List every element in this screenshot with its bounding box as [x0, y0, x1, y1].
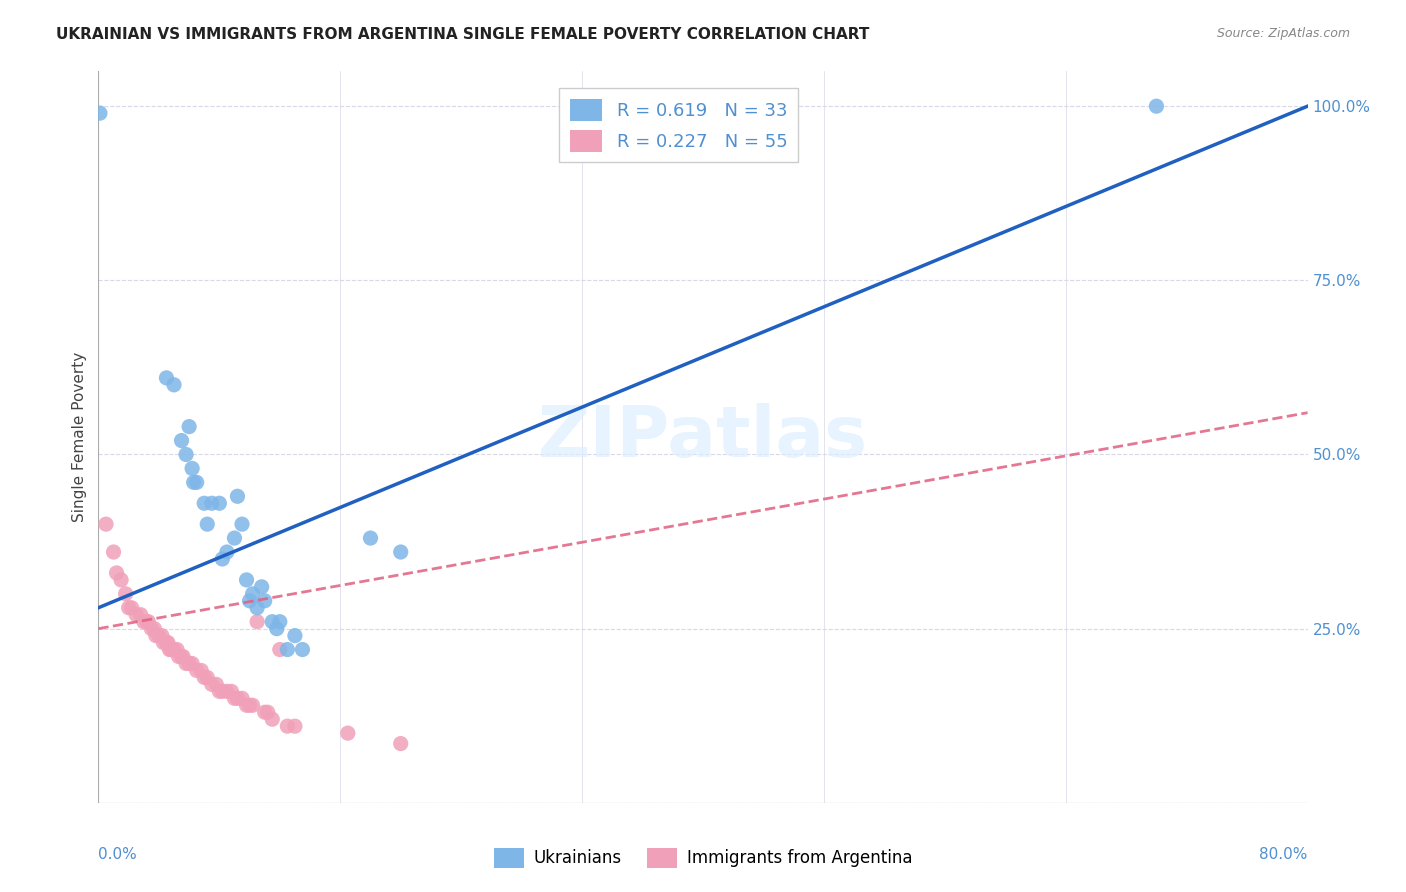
Point	[148, 629, 170, 643]
Point	[246, 615, 269, 629]
Point	[231, 691, 253, 706]
Point	[389, 545, 412, 559]
Point	[201, 496, 224, 510]
Point	[118, 600, 141, 615]
Point	[174, 657, 197, 671]
Point	[226, 489, 249, 503]
Point	[105, 566, 128, 580]
Point	[276, 719, 298, 733]
Point	[239, 594, 262, 608]
Point	[190, 664, 212, 678]
Point	[336, 726, 359, 740]
Point	[266, 622, 288, 636]
Point	[103, 545, 125, 559]
Text: UKRAINIAN VS IMMIGRANTS FROM ARGENTINA SINGLE FEMALE POVERTY CORRELATION CHART: UKRAINIAN VS IMMIGRANTS FROM ARGENTINA S…	[56, 27, 870, 42]
Point	[262, 615, 284, 629]
Point	[284, 629, 307, 643]
Text: 0.0%: 0.0%	[98, 847, 138, 862]
Point	[125, 607, 148, 622]
Point	[152, 635, 174, 649]
Point	[163, 642, 186, 657]
Point	[256, 705, 278, 719]
Point	[186, 664, 208, 678]
Point	[89, 106, 111, 120]
Point	[183, 475, 205, 490]
Point	[242, 587, 264, 601]
Point	[284, 719, 307, 733]
Point	[250, 580, 273, 594]
Point	[177, 657, 201, 671]
Point	[235, 698, 257, 713]
Point	[163, 377, 186, 392]
Point	[94, 517, 117, 532]
Point	[135, 615, 157, 629]
Point	[193, 670, 215, 684]
Y-axis label: Single Female Poverty: Single Female Poverty	[72, 352, 87, 522]
Point	[221, 684, 243, 698]
Point	[211, 552, 233, 566]
Point	[360, 531, 382, 545]
Point	[195, 670, 218, 684]
Point	[186, 475, 208, 490]
Point	[215, 684, 238, 698]
Point	[226, 691, 249, 706]
Point	[239, 698, 262, 713]
Legend: Ukrainians, Immigrants from Argentina: Ukrainians, Immigrants from Argentina	[486, 841, 920, 875]
Point	[167, 649, 190, 664]
Point	[269, 642, 291, 657]
Point	[235, 573, 257, 587]
Point	[141, 622, 163, 636]
Point	[208, 684, 231, 698]
Point	[253, 705, 276, 719]
Point	[159, 642, 181, 657]
Point	[129, 607, 152, 622]
Point	[269, 615, 291, 629]
Point	[231, 517, 253, 532]
Point	[145, 629, 167, 643]
Point	[174, 448, 197, 462]
Point	[208, 496, 231, 510]
Point	[160, 642, 183, 657]
Point	[121, 600, 143, 615]
Point	[110, 573, 132, 587]
Point	[150, 629, 173, 643]
Point	[246, 600, 269, 615]
Point	[195, 517, 218, 532]
Point	[201, 677, 224, 691]
Point	[172, 649, 194, 664]
Point	[143, 622, 166, 636]
Text: ZIPatlas: ZIPatlas	[538, 402, 868, 472]
Point	[262, 712, 284, 726]
Point	[166, 642, 188, 657]
Point	[215, 545, 238, 559]
Text: 80.0%: 80.0%	[1260, 847, 1308, 862]
Legend: R = 0.619   N = 33, R = 0.227   N = 55: R = 0.619 N = 33, R = 0.227 N = 55	[560, 87, 799, 162]
Point	[389, 737, 412, 751]
Point	[224, 531, 246, 545]
Point	[1144, 99, 1167, 113]
Point	[132, 615, 155, 629]
Point	[181, 461, 204, 475]
Point	[224, 691, 246, 706]
Point	[276, 642, 298, 657]
Point	[155, 371, 177, 385]
Point	[136, 615, 159, 629]
Point	[170, 434, 193, 448]
Point	[177, 419, 201, 434]
Point	[170, 649, 193, 664]
Point	[181, 657, 204, 671]
Point	[205, 677, 228, 691]
Point	[114, 587, 136, 601]
Point	[242, 698, 264, 713]
Point	[156, 635, 179, 649]
Point	[253, 594, 276, 608]
Point	[211, 684, 233, 698]
Point	[193, 496, 215, 510]
Point	[155, 635, 177, 649]
Point	[291, 642, 314, 657]
Text: Source: ZipAtlas.com: Source: ZipAtlas.com	[1216, 27, 1350, 40]
